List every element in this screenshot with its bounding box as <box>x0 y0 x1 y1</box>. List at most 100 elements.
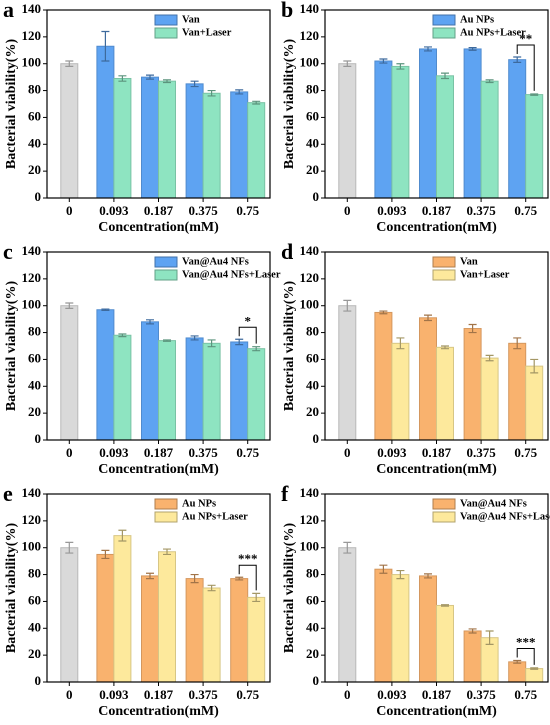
bar <box>96 309 115 441</box>
bar <box>185 337 204 441</box>
bar <box>247 596 266 683</box>
error-bar <box>190 80 199 88</box>
y-tick-label: 60 <box>306 350 319 365</box>
error-bar <box>441 72 449 80</box>
error-bar <box>424 46 432 52</box>
error-bar <box>146 319 154 325</box>
x-tick-label: 0.75 <box>514 687 537 702</box>
y-tick-label: 120 <box>22 28 42 43</box>
x-tick-label: 0 <box>66 445 73 460</box>
bar <box>230 341 249 441</box>
bar <box>525 668 544 683</box>
x-tick-label: 0.375 <box>466 203 496 218</box>
bar <box>185 578 204 683</box>
x-tick-label: 0 <box>344 445 351 460</box>
legend-label: Van@Au4 NFs+Laser <box>182 269 281 280</box>
legend-swatch <box>154 269 178 281</box>
y-tick-label: 0 <box>35 189 42 204</box>
error-bar <box>252 592 261 603</box>
error-bar <box>163 79 171 84</box>
y-tick-label: 80 <box>28 566 41 581</box>
error-bar <box>207 89 216 97</box>
error-bar <box>468 323 477 334</box>
y-tick-label: 100 <box>22 297 42 312</box>
bar <box>463 630 482 683</box>
y-axis-label: Bacterial viability(%) <box>4 39 19 170</box>
bar <box>374 311 393 441</box>
bar <box>113 535 132 683</box>
significance-label: *** <box>238 551 258 566</box>
legend-label: Au NPs <box>460 14 494 25</box>
error-bar <box>146 572 154 580</box>
legend-swatch <box>154 511 178 523</box>
error-bar <box>379 564 388 574</box>
control-bar <box>60 63 79 199</box>
y-tick-label: 120 <box>300 270 320 285</box>
legend-label: Au NPs <box>182 498 216 509</box>
bar <box>141 321 159 441</box>
x-axis-label: Concentration(mM) <box>376 704 497 719</box>
error-bar <box>65 302 74 309</box>
control-bar <box>60 547 79 683</box>
x-tick-label: 0 <box>66 687 73 702</box>
y-tick-label: 20 <box>306 404 319 419</box>
y-tick-label: 80 <box>306 82 319 97</box>
x-axis-label: Concentration(mM) <box>376 462 497 477</box>
significance-bracket <box>516 44 535 91</box>
error-bar <box>101 30 110 62</box>
bar <box>463 48 482 199</box>
x-axis-label: Concentration(mM) <box>98 462 219 477</box>
bar <box>419 317 437 441</box>
error-bar <box>343 541 352 554</box>
x-tick-label: 0.187 <box>144 445 174 460</box>
error-bar <box>207 584 216 592</box>
y-tick-label: 80 <box>28 324 41 339</box>
legend-swatch <box>432 14 456 26</box>
legend-label: Van@Au4 NFs <box>460 498 527 509</box>
error-bar <box>163 339 171 342</box>
x-tick-label: 0.187 <box>144 687 174 702</box>
plot-frame <box>324 251 549 441</box>
bar <box>113 77 132 199</box>
error-bar <box>468 628 477 634</box>
plot-frame <box>324 493 549 683</box>
panel-letter: a <box>3 0 14 22</box>
x-tick-label: 0.375 <box>188 687 218 702</box>
bar <box>202 92 221 199</box>
error-bar <box>513 337 522 350</box>
y-tick-label: 100 <box>22 55 42 70</box>
bar <box>480 80 499 199</box>
y-tick-label: 140 <box>300 243 320 258</box>
x-tick-label: 0.093 <box>99 687 129 702</box>
significance-label: ** <box>519 31 532 46</box>
y-tick-label: 60 <box>306 592 319 607</box>
plot-frame <box>46 493 271 683</box>
y-tick-label: 80 <box>306 324 319 339</box>
error-bar <box>424 573 432 579</box>
error-bar <box>190 335 199 341</box>
y-tick-label: 140 <box>300 1 320 16</box>
y-axis-label: Bacterial viability(%) <box>4 523 19 654</box>
y-tick-label: 120 <box>300 512 320 527</box>
legend-swatch <box>432 27 456 39</box>
y-tick-label: 60 <box>28 108 41 123</box>
y-tick-label: 60 <box>306 108 319 123</box>
y-tick-label: 40 <box>306 135 319 150</box>
y-tick-label: 40 <box>306 619 319 634</box>
bar <box>247 348 266 441</box>
error-bar <box>424 314 432 322</box>
panel-letter: f <box>281 481 289 506</box>
legend-label: Van@Au4 NFs <box>182 256 249 267</box>
y-tick-label: 40 <box>28 619 41 634</box>
y-tick-label: 20 <box>28 162 41 177</box>
error-bar <box>396 63 405 70</box>
legend-swatch <box>432 511 456 523</box>
y-axis-label: Bacterial viability(%) <box>282 39 297 170</box>
legend-swatch <box>432 256 456 268</box>
bar <box>463 328 482 441</box>
bar <box>158 551 176 683</box>
y-tick-label: 120 <box>22 512 42 527</box>
error-bar <box>513 56 522 63</box>
error-bar <box>163 548 171 556</box>
bar <box>436 75 454 199</box>
